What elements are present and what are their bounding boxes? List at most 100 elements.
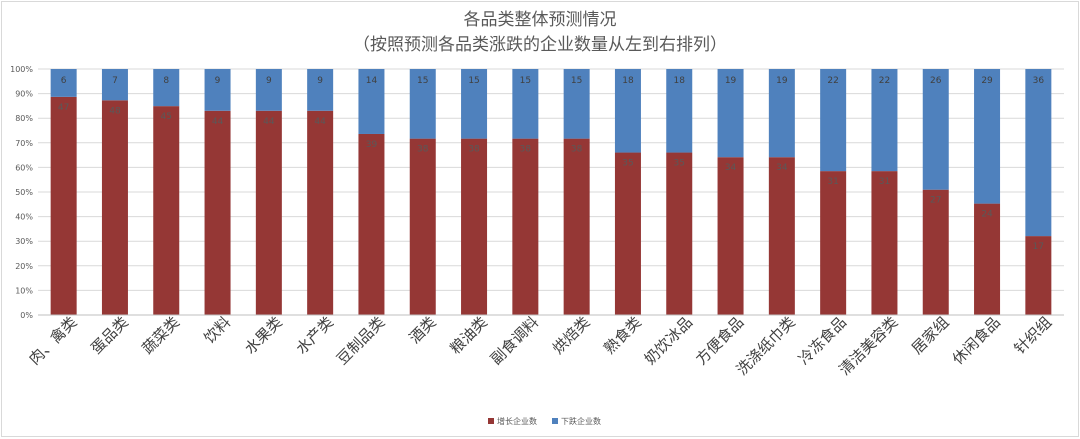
bar-decrease xyxy=(512,69,539,139)
bar-decrease xyxy=(1025,69,1052,237)
chart-subtitle: （按照预测各品类涨跌的企业数量从左到右排列） xyxy=(353,35,727,55)
bar-decrease xyxy=(204,69,231,111)
legend-label: 增长企业数 xyxy=(497,416,537,426)
data-label-increase: 24 xyxy=(981,210,993,220)
bar-decrease xyxy=(153,69,180,107)
data-label-increase: 34 xyxy=(776,163,788,173)
y-tick-label: 0% xyxy=(20,311,33,320)
y-tick-label: 60% xyxy=(15,163,33,172)
data-label-increase: 34 xyxy=(725,163,737,173)
y-tick-label: 10% xyxy=(15,286,33,295)
x-category-label: 烘焙类 xyxy=(549,313,594,358)
data-label-decrease: 6 xyxy=(61,76,67,86)
data-label-decrease: 15 xyxy=(520,76,531,86)
bar-decrease xyxy=(717,69,744,158)
bar-decrease xyxy=(358,69,385,134)
x-category-label: 豆制品类 xyxy=(333,313,388,368)
data-label-decrease: 18 xyxy=(622,76,634,86)
bar-increase xyxy=(50,96,77,315)
y-tick-label: 100% xyxy=(10,65,33,74)
x-category-label: 熟食类 xyxy=(600,313,645,358)
x-category-label: 休闲食品 xyxy=(949,313,1004,368)
data-label-decrease: 26 xyxy=(930,76,942,86)
bar-increase xyxy=(1025,236,1052,315)
bar-increase xyxy=(101,100,128,316)
data-label-decrease: 9 xyxy=(215,76,221,86)
bar-decrease xyxy=(871,69,898,172)
data-label-increase: 27 xyxy=(930,196,941,206)
bar-decrease xyxy=(461,69,488,139)
bar-decrease xyxy=(666,69,693,153)
data-label-decrease: 14 xyxy=(366,76,378,86)
y-tick-label: 70% xyxy=(15,139,33,148)
x-category-label: 蔬菜类 xyxy=(139,313,184,358)
x-category-label: 饮料 xyxy=(200,313,234,347)
bar-decrease xyxy=(307,69,334,111)
data-label-increase: 44 xyxy=(314,117,326,127)
y-tick-label: 90% xyxy=(15,90,33,99)
bar-decrease xyxy=(820,69,847,172)
data-label-increase: 44 xyxy=(263,117,275,127)
x-category-label: 水果类 xyxy=(241,313,286,358)
bar-increase xyxy=(871,171,898,315)
data-label-increase: 38 xyxy=(520,145,532,155)
chart-title: 各品类整体预测情况 xyxy=(463,10,617,30)
x-category-label: 酒类 xyxy=(406,313,440,347)
bar-increase xyxy=(666,152,693,315)
bar-increase xyxy=(307,110,334,315)
bar-decrease xyxy=(768,69,795,158)
legend-swatch xyxy=(488,418,494,424)
x-category-label: 水产类 xyxy=(292,313,337,358)
x-category-label: 奶饮冰品 xyxy=(641,313,696,368)
bar-increase xyxy=(153,106,180,315)
data-label-decrease: 9 xyxy=(317,76,323,86)
bar-increase xyxy=(820,171,847,315)
x-category-label: 肉、禽类 xyxy=(25,313,80,368)
bar-increase xyxy=(409,138,436,315)
data-label-increase: 35 xyxy=(622,159,633,169)
data-label-increase: 38 xyxy=(417,145,429,155)
data-label-increase: 35 xyxy=(674,159,685,169)
data-label-increase: 48 xyxy=(109,106,121,116)
bar-increase xyxy=(614,152,641,315)
bar-increase xyxy=(922,189,949,315)
y-tick-label: 30% xyxy=(15,237,33,246)
y-tick-label: 50% xyxy=(15,188,33,197)
data-label-increase: 31 xyxy=(879,177,890,187)
data-label-decrease: 36 xyxy=(1033,76,1045,86)
bar-increase xyxy=(563,138,590,315)
bar-increase xyxy=(358,133,385,315)
bar-decrease xyxy=(255,69,282,111)
x-category-label: 副食调料 xyxy=(487,313,542,368)
bar-increase xyxy=(512,138,539,315)
bar-decrease xyxy=(974,69,1001,204)
y-tick-label: 80% xyxy=(15,114,33,123)
x-category-label: 蛋品类 xyxy=(87,313,132,358)
x-category-label: 粮油类 xyxy=(446,313,491,358)
data-label-decrease: 8 xyxy=(163,76,169,86)
data-label-decrease: 7 xyxy=(112,76,118,86)
data-label-increase: 45 xyxy=(161,112,172,122)
x-category-label: 针织组 xyxy=(1011,313,1056,358)
data-label-decrease: 15 xyxy=(571,76,582,86)
data-label-increase: 39 xyxy=(366,140,378,150)
bar-increase xyxy=(768,157,795,315)
bar-increase xyxy=(255,110,282,315)
data-label-increase: 38 xyxy=(468,145,480,155)
data-label-increase: 38 xyxy=(571,145,583,155)
bar-decrease xyxy=(50,69,77,97)
data-label-decrease: 29 xyxy=(981,76,993,86)
bar-decrease xyxy=(409,69,436,139)
legend-label: 下跌企业数 xyxy=(561,416,601,426)
bar-decrease xyxy=(101,69,128,101)
data-label-increase: 47 xyxy=(58,103,69,113)
y-tick-label: 20% xyxy=(15,262,33,271)
data-label-decrease: 18 xyxy=(674,76,686,86)
bar-increase xyxy=(974,203,1001,315)
data-label-decrease: 22 xyxy=(827,76,838,86)
data-label-increase: 17 xyxy=(1033,242,1044,252)
bar-increase xyxy=(717,157,744,315)
data-label-decrease: 19 xyxy=(725,76,737,86)
